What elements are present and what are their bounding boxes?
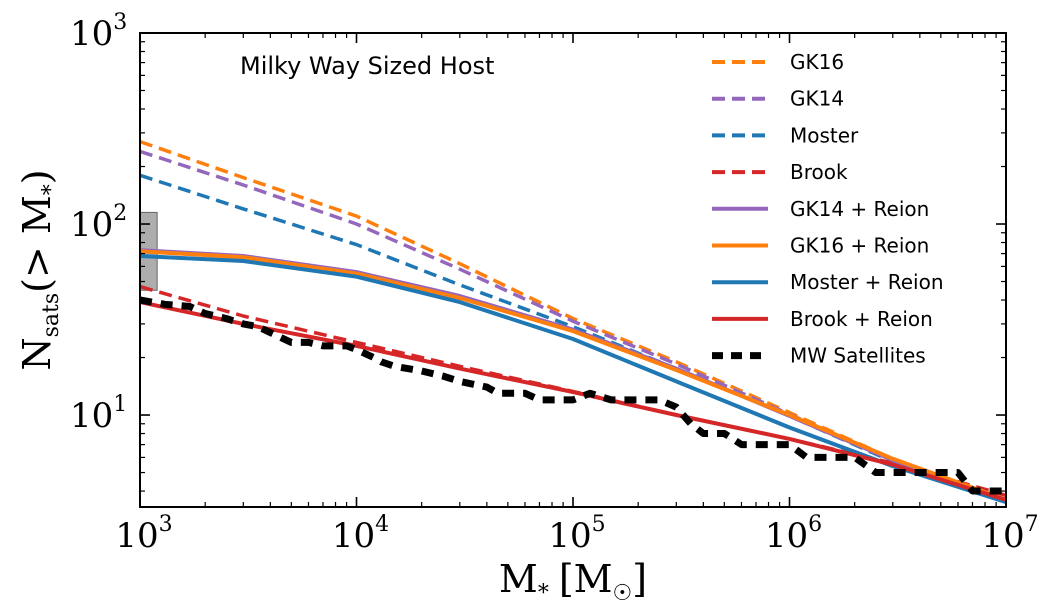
y-tick-label: 101 xyxy=(70,392,127,436)
legend-item-gk16-plus-reion: GK16 + Reion xyxy=(712,234,929,258)
legend-item-brook: Brook xyxy=(712,160,848,184)
x-tick-label: 105 xyxy=(548,512,605,556)
ticks-layer: 103 104 105 106 107 101 102 103 xyxy=(70,10,1039,556)
series-layer xyxy=(140,139,1006,505)
x-tick-label: 104 xyxy=(332,512,389,556)
legend-label: Moster xyxy=(790,123,859,147)
legend-label: Brook xyxy=(790,160,848,184)
legend-item-gk14-plus-reion: GK14 + Reion xyxy=(712,197,929,221)
legend-label: Moster + Reion xyxy=(790,270,944,294)
legend-item-moster: Moster xyxy=(712,123,859,147)
y-tick-label: 103 xyxy=(70,10,127,54)
legend: GK16 GK14 Moster Brook GK14 + Reion GK16 + Re… xyxy=(712,50,944,368)
series-line-gk16 xyxy=(140,139,1006,502)
series-line-moster-plus-reion xyxy=(140,254,1006,505)
legend-label: Brook + Reion xyxy=(790,307,933,331)
y-tick-label: 102 xyxy=(70,201,127,245)
legend-label: MW Satellites xyxy=(790,344,926,368)
legend-item-brook-plus-reion: Brook + Reion xyxy=(712,307,933,331)
series-line-gk14 xyxy=(140,149,1006,502)
x-tick-label: 103 xyxy=(115,512,172,556)
series-line-mw-satellites xyxy=(140,296,1006,495)
x-axis-label: M* [M☉] xyxy=(499,557,647,605)
x-tick-label: 106 xyxy=(765,512,822,556)
y-axis-label: Nsats(> M*) xyxy=(15,169,64,370)
legend-item-gk16: GK16 xyxy=(712,50,844,74)
legend-item-moster-plus-reion: Moster + Reion xyxy=(712,270,944,294)
legend-label: GK16 + Reion xyxy=(790,234,929,258)
series-line-gk16-plus-reion xyxy=(140,249,1006,502)
legend-item-gk14: GK14 xyxy=(712,87,844,111)
legend-item-mw-satellites: MW Satellites xyxy=(712,344,926,368)
chart-title: Milky Way Sized Host xyxy=(240,52,494,80)
legend-label: GK14 xyxy=(790,87,844,111)
legend-label: GK14 + Reion xyxy=(790,197,929,221)
x-tick-label: 107 xyxy=(981,512,1038,556)
legend-label: GK16 xyxy=(790,50,844,74)
